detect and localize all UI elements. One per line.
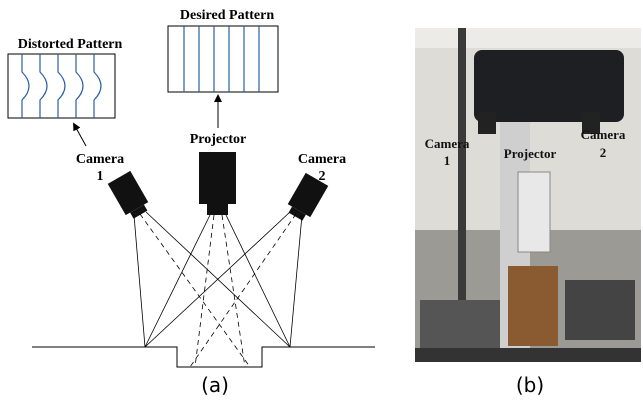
photo-label: 1 (444, 153, 451, 168)
photo-label: Camera (581, 127, 626, 142)
projector-body (199, 152, 236, 204)
desired-pattern-title: Desired Pattern (180, 8, 274, 23)
camera-label: Camera (298, 152, 346, 167)
photo-label: Camera (425, 136, 470, 151)
arrow (75, 126, 86, 146)
projector-lens (207, 204, 228, 215)
projector-label: Projector (190, 132, 246, 147)
panel-b: Camera 1 Projector Camera 2 (b) (415, 28, 641, 397)
figure: Distorted Pattern Desired Pattern Projec… (0, 0, 643, 408)
dashed-rays (140, 214, 296, 367)
caption: (b) (516, 373, 544, 397)
camera-label: Camera (76, 152, 124, 167)
photo-label: Projector (504, 146, 557, 161)
camera-1-icon (108, 171, 152, 221)
camera-label: 1 (97, 169, 104, 184)
distorted-pattern-title: Distorted Pattern (18, 37, 123, 52)
distorted-pattern-box (8, 54, 115, 118)
surface (32, 347, 375, 367)
photo-label: 2 (600, 145, 607, 160)
caption: (a) (201, 373, 229, 397)
panel-a: Distorted Pattern Desired Pattern Projec… (8, 8, 375, 397)
